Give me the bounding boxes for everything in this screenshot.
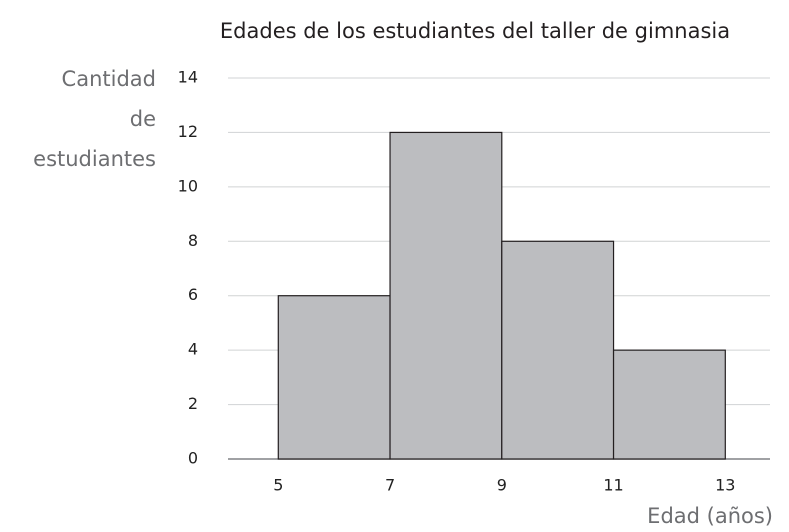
bar xyxy=(277,295,391,460)
x-tick-label: 13 xyxy=(715,476,735,495)
y-tick-label: 12 xyxy=(178,122,198,141)
y-tick-label: 0 xyxy=(188,449,198,468)
x-tick-label: 5 xyxy=(273,476,283,495)
chart-title: Edades de los estudiantes del taller de … xyxy=(220,19,730,43)
x-tick-label: 7 xyxy=(385,476,395,495)
bar xyxy=(612,349,726,460)
x-axis-label: Edad (años) xyxy=(647,504,773,528)
x-tick-label: 11 xyxy=(603,476,623,495)
y-axis-label: Cantidad de estudiantes xyxy=(33,67,156,171)
y-tick-label: 4 xyxy=(188,340,198,359)
x-tick-label: 9 xyxy=(497,476,507,495)
y-tick-label: 14 xyxy=(178,68,198,87)
bar xyxy=(501,240,615,460)
bar xyxy=(389,131,503,460)
y-tick-label: 2 xyxy=(188,394,198,413)
y-tick-label: 6 xyxy=(188,285,198,304)
y-tick-label: 8 xyxy=(188,231,198,250)
y-tick-label: 10 xyxy=(178,176,198,195)
